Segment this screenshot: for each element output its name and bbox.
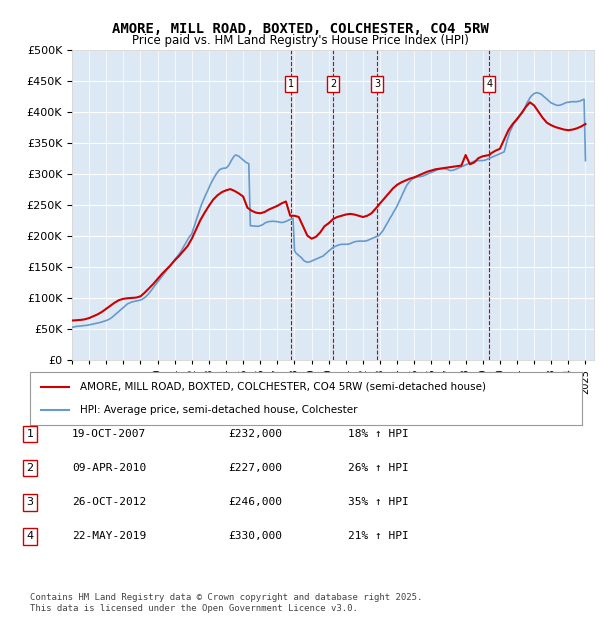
Text: 2: 2 (330, 79, 337, 89)
Text: 3: 3 (26, 497, 34, 507)
Text: 4: 4 (487, 79, 493, 89)
Text: HPI: Average price, semi-detached house, Colchester: HPI: Average price, semi-detached house,… (80, 405, 357, 415)
Text: 09-APR-2010: 09-APR-2010 (72, 463, 146, 473)
Text: 1: 1 (288, 79, 294, 89)
Text: 18% ↑ HPI: 18% ↑ HPI (348, 429, 409, 439)
Text: £330,000: £330,000 (228, 531, 282, 541)
Text: AMORE, MILL ROAD, BOXTED, COLCHESTER, CO4 5RW (semi-detached house): AMORE, MILL ROAD, BOXTED, COLCHESTER, CO… (80, 382, 485, 392)
Text: 2: 2 (26, 463, 34, 473)
Text: 21% ↑ HPI: 21% ↑ HPI (348, 531, 409, 541)
Text: 22-MAY-2019: 22-MAY-2019 (72, 531, 146, 541)
Text: 19-OCT-2007: 19-OCT-2007 (72, 429, 146, 439)
Text: 3: 3 (374, 79, 380, 89)
Text: Contains HM Land Registry data © Crown copyright and database right 2025.
This d: Contains HM Land Registry data © Crown c… (30, 593, 422, 613)
Text: 4: 4 (26, 531, 34, 541)
Text: 26-OCT-2012: 26-OCT-2012 (72, 497, 146, 507)
Text: Price paid vs. HM Land Registry's House Price Index (HPI): Price paid vs. HM Land Registry's House … (131, 34, 469, 47)
Text: £232,000: £232,000 (228, 429, 282, 439)
Text: 35% ↑ HPI: 35% ↑ HPI (348, 497, 409, 507)
Text: £227,000: £227,000 (228, 463, 282, 473)
Text: £246,000: £246,000 (228, 497, 282, 507)
Text: AMORE, MILL ROAD, BOXTED, COLCHESTER, CO4 5RW: AMORE, MILL ROAD, BOXTED, COLCHESTER, CO… (112, 22, 488, 36)
Text: 26% ↑ HPI: 26% ↑ HPI (348, 463, 409, 473)
Text: 1: 1 (26, 429, 34, 439)
